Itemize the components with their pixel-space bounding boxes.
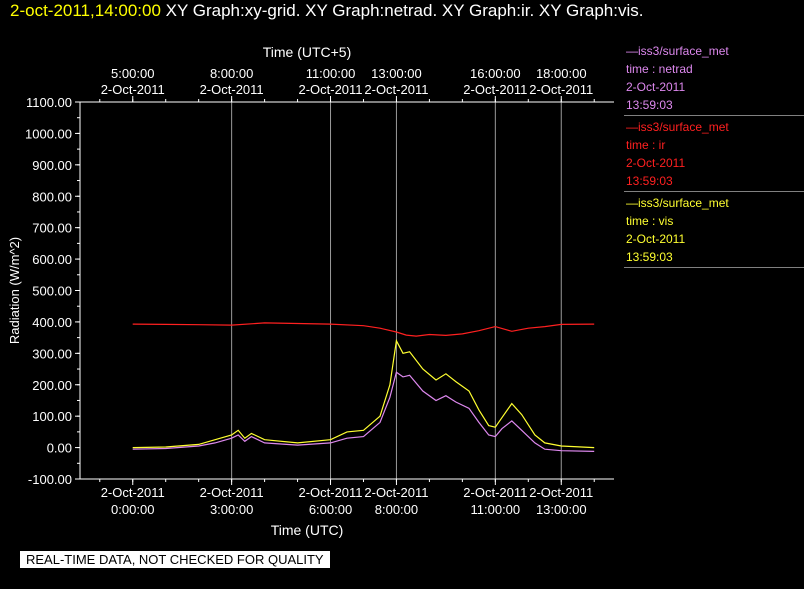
y-tick-label: 1000.00 — [25, 126, 72, 141]
header-timestamp: 2-oct-2011,14:00:00 — [10, 1, 161, 20]
y-tick-label: 1100.00 — [26, 95, 72, 110]
legend-variable: time : ir — [626, 138, 666, 152]
legend-variable: time : vis — [626, 214, 674, 228]
y-tick-label: 500.00 — [32, 284, 72, 299]
y-tick-label: 600.00 — [32, 252, 72, 267]
x2-tick-time: 5:00:00 — [111, 66, 154, 81]
y-tick-label: 800.00 — [32, 189, 72, 204]
legend-time: 13:59:03 — [626, 250, 673, 264]
legend-source: —iss3/surface_met — [626, 196, 729, 210]
x2-tick-time: 18:00:00 — [536, 66, 587, 81]
legend-date: 2-Oct-2011 — [626, 80, 686, 94]
legend-entry-ir: —iss3/surface_met time : ir 2-Oct-2011 1… — [624, 116, 804, 192]
x2-axis-label: Time (UTC+5) — [263, 44, 352, 60]
series-line-vis — [132, 338, 595, 449]
x-tick-time: 13:00:00 — [536, 502, 587, 517]
series-line-netrad — [132, 371, 595, 452]
legend-date: 2-Oct-2011 — [626, 156, 686, 170]
legend-time: 13:59:03 — [626, 98, 673, 112]
legend-time: 13:59:03 — [626, 174, 673, 188]
x-tick-time: 11:00:00 — [471, 502, 521, 517]
x2-tick-date: 2-Oct-2011 — [298, 82, 362, 97]
legend-source: —iss3/surface_met — [626, 120, 729, 134]
x-tick-date: 2-Oct-2011 — [298, 485, 362, 500]
y-tick-label: 100.00 — [32, 409, 72, 424]
x-tick-date: 2-Oct-2011 — [463, 485, 527, 500]
y-tick-label: 200.00 — [32, 378, 72, 393]
y-tick-label: 400.00 — [32, 315, 72, 330]
x-tick-date: 2-Oct-2011 — [364, 485, 428, 500]
y-tick-label: 700.00 — [32, 221, 72, 236]
quality-disclaimer: REAL-TIME DATA, NOT CHECKED FOR QUALITY — [20, 551, 330, 568]
legend-entry-vis: —iss3/surface_met time : vis 2-Oct-2011 … — [624, 192, 804, 268]
header-graph-list: XY Graph:xy-grid. XY Graph:netrad. XY Gr… — [165, 1, 644, 20]
y-tick-label: 0.00 — [47, 441, 72, 456]
x-tick-time: 3:00:00 — [210, 502, 253, 517]
x-tick-date: 2-Oct-2011 — [101, 485, 165, 500]
x2-tick-date: 2-Oct-2011 — [463, 82, 527, 97]
x2-tick-date: 2-Oct-2011 — [529, 82, 593, 97]
y-tick-label: -100.00 — [28, 472, 72, 487]
y-tick-label: 900.00 — [32, 158, 72, 173]
legend-entry-netrad: —iss3/surface_met time : netrad 2-Oct-20… — [624, 40, 804, 116]
x-tick-time: 8:00:00 — [375, 502, 418, 517]
legend: —iss3/surface_met time : netrad 2-Oct-20… — [624, 40, 804, 268]
y-axis-label: Radiation (W/m^2) — [7, 237, 22, 344]
x2-tick-time: 11:00:00 — [306, 66, 356, 81]
x2-tick-time: 13:00:00 — [371, 66, 422, 81]
header-title: 2-oct-2011,14:00:00 XY Graph:xy-grid. XY… — [10, 1, 643, 21]
x2-tick-date: 2-Oct-2011 — [200, 82, 264, 97]
x-axis-label: Time (UTC) — [271, 522, 344, 538]
x2-tick-date: 2-Oct-2011 — [364, 82, 428, 97]
x2-tick-time: 8:00:00 — [210, 66, 253, 81]
x-tick-date: 2-Oct-2011 — [529, 485, 593, 500]
y-tick-label: 300.00 — [32, 346, 72, 361]
x-tick-date: 2-Oct-2011 — [200, 485, 264, 500]
x2-tick-time: 16:00:00 — [470, 66, 521, 81]
legend-source: —iss3/surface_met — [626, 44, 729, 58]
x-tick-time: 0:00:00 — [111, 502, 154, 517]
x2-tick-date: 2-Oct-2011 — [101, 82, 165, 97]
series-line-ir — [132, 322, 595, 337]
legend-variable: time : netrad — [626, 62, 693, 76]
x-tick-time: 6:00:00 — [309, 502, 352, 517]
legend-date: 2-Oct-2011 — [626, 232, 686, 246]
